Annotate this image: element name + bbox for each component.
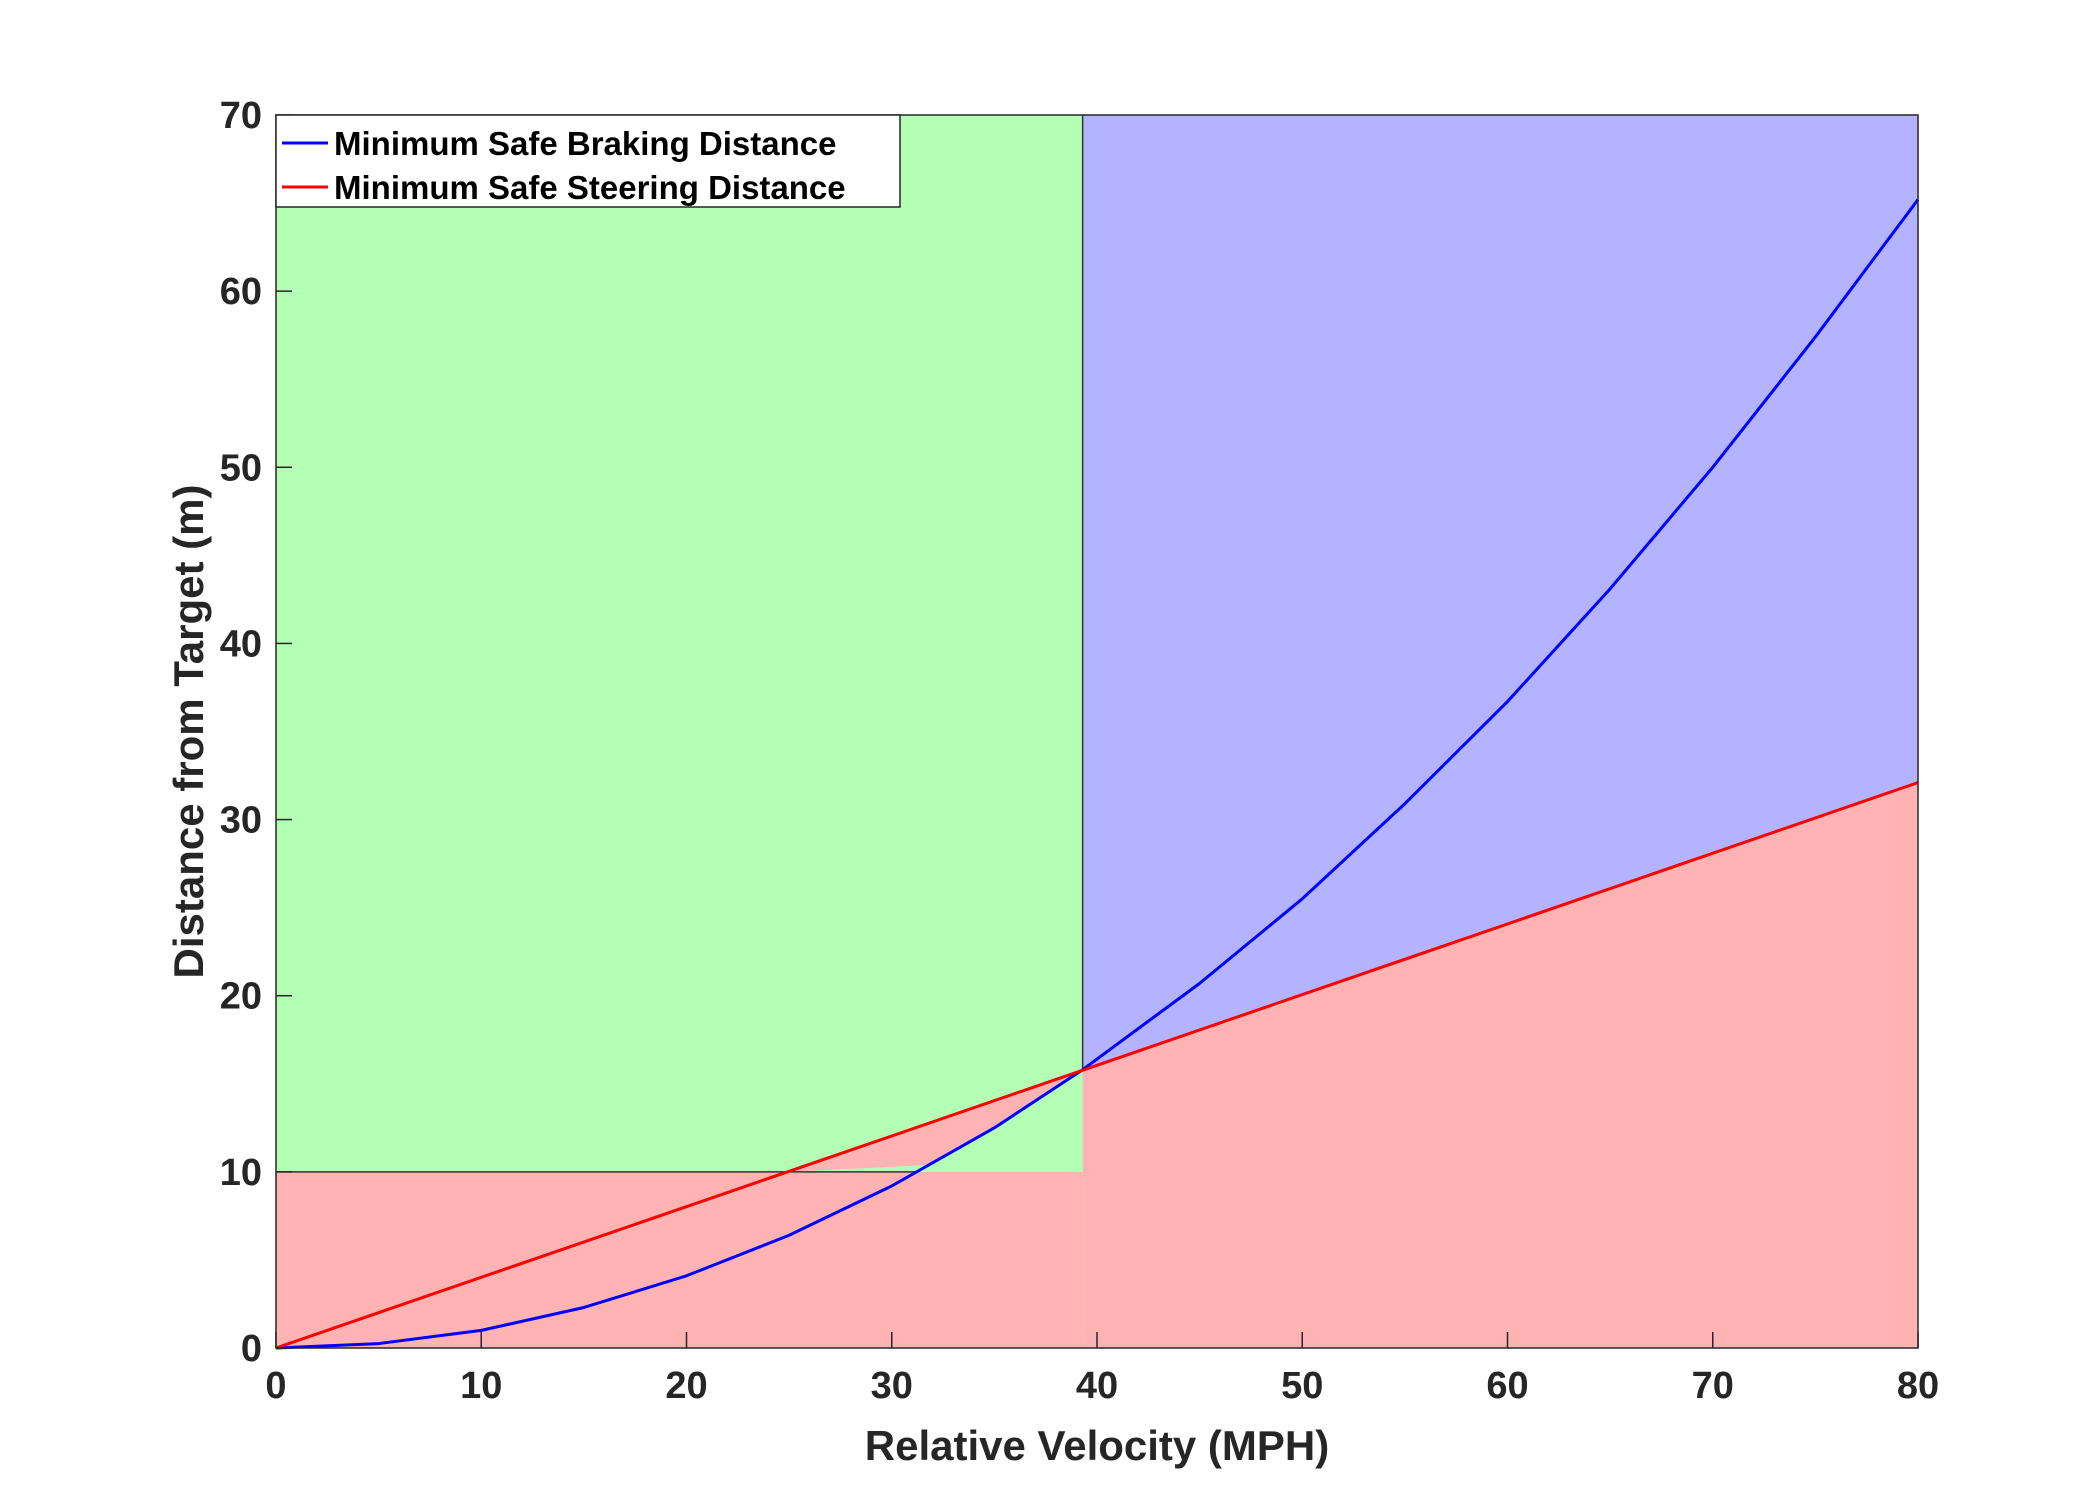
y-tick-label: 0 xyxy=(241,1328,262,1370)
x-tick-label: 40 xyxy=(1076,1365,1118,1407)
x-tick-label: 70 xyxy=(1692,1365,1734,1407)
x-tick-label: 10 xyxy=(460,1365,502,1407)
region-red-right xyxy=(1082,782,1918,1348)
legend-entry-braking: Minimum Safe Braking Distance xyxy=(334,125,836,162)
y-tick-label: 20 xyxy=(220,976,262,1018)
x-tick-label: 20 xyxy=(665,1365,707,1407)
y-tick-label: 70 xyxy=(220,95,262,137)
x-tick-label: 80 xyxy=(1897,1365,1939,1407)
x-tick-label: 60 xyxy=(1486,1365,1528,1407)
x-axis-label: Relative Velocity (MPH) xyxy=(865,1422,1329,1469)
y-tick-label: 50 xyxy=(220,447,262,489)
y-tick-label: 40 xyxy=(220,623,262,665)
y-axis-label: Distance from Target (m) xyxy=(165,485,212,979)
legend-entry-steering: Minimum Safe Steering Distance xyxy=(334,169,846,206)
region-blue xyxy=(1082,115,1918,1071)
x-tick-label: 50 xyxy=(1281,1365,1323,1407)
shaded-regions xyxy=(276,115,1918,1348)
y-tick-label: 30 xyxy=(220,800,262,842)
x-tick-label: 0 xyxy=(265,1365,286,1407)
region-red-wedge xyxy=(787,1069,1083,1172)
region-red-low xyxy=(276,1171,1083,1348)
series-line-steering xyxy=(275,781,1919,1350)
region-green xyxy=(276,115,1083,1172)
y-tick-label: 10 xyxy=(220,1152,262,1194)
series-lines xyxy=(275,198,1920,1350)
x-tick-label: 30 xyxy=(871,1365,913,1407)
legend: Minimum Safe Braking Distance Minimum Sa… xyxy=(275,114,901,208)
axis-ticks: 0 10 20 30 40 50 60 70 80 0 10 20 30 40 50 60 70 xyxy=(220,95,1939,1407)
y-tick-label: 60 xyxy=(220,271,262,313)
legend-box xyxy=(275,114,901,208)
